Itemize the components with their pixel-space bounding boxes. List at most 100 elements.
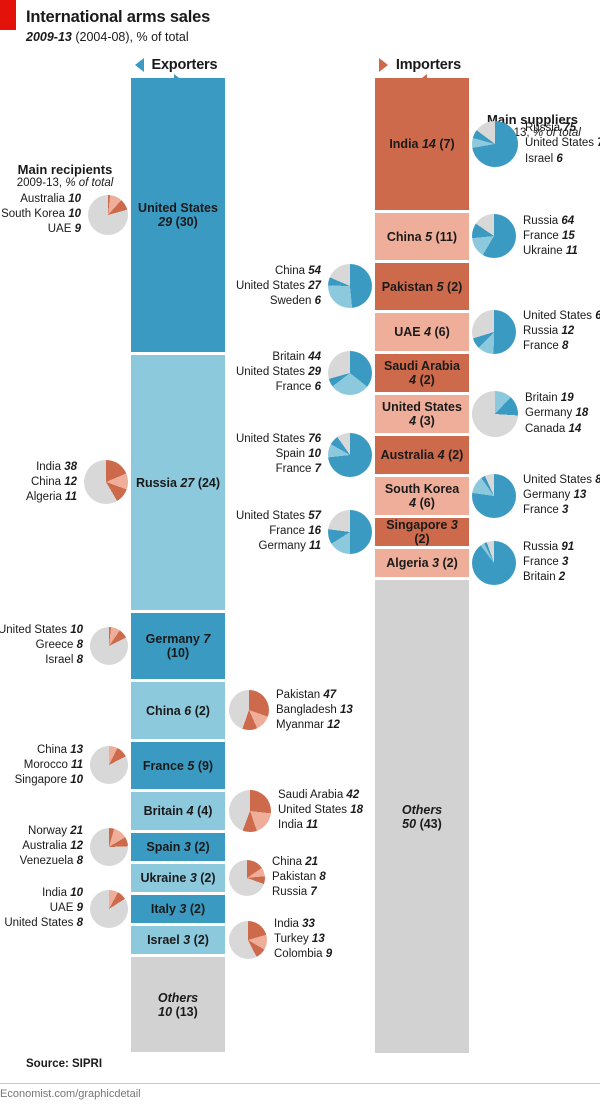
pie-chart: [472, 309, 516, 354]
bar-segment-label: Israel 3 (2): [147, 933, 209, 947]
pie-chart: [328, 432, 372, 477]
bar-segment-label: United States 29 (30): [138, 201, 218, 229]
bar-segment-united-states[interactable]: United States 29 (30): [131, 78, 225, 352]
pie-chart: [90, 626, 128, 665]
bar-segment-label: China 6 (2): [146, 703, 210, 718]
bar-segment-russia[interactable]: Russia 27 (24): [131, 355, 225, 610]
annotation-right: Saudi Arabia 42 United States 18 India 11: [229, 788, 363, 834]
legend-heading: Main suppliers: [486, 112, 579, 127]
annotation-entries: Norway 21 Australia 12 Venezuela 8: [19, 825, 83, 868]
pie-chart: [472, 473, 516, 518]
bar-segment-china[interactable]: China 5 (11): [375, 213, 469, 260]
annotation-entries: United States 57 France 16 Germany 11: [235, 510, 321, 553]
pie-chart: [229, 920, 267, 959]
bar-segment-label: Spain 3 (2): [146, 840, 210, 854]
annotation-right: Pakistan 47 Bangladesh 13 Myanmar 12: [229, 688, 353, 734]
annotation-left: Britain 44 United States 29 France 6: [236, 350, 372, 396]
bar-segment-label: Pakistan 5 (2): [381, 279, 463, 294]
pie-chart: [88, 194, 128, 235]
annotation-right: Britain 19 Germany 18 Canada 14: [472, 391, 588, 437]
annotation-entries: United States 10 Greece 8 Israel 8: [0, 624, 83, 667]
annotation-entries: Australia 10 South Korea 10 UAE 9: [1, 193, 81, 236]
red-accent-bar: [0, 0, 16, 30]
bar-segment-label: Australia 4 (2): [380, 448, 464, 462]
annotation-left: United States 10 Greece 8 Israel 8: [0, 623, 128, 669]
legend-heading: Main recipients: [17, 162, 113, 177]
annotation-entries: China 13 Morocco 11 Singapore 10: [14, 743, 83, 786]
annotation-left: Australia 10 South Korea 10 UAE 9: [1, 192, 128, 238]
pie-chart: [328, 264, 372, 309]
pie-chart: [229, 789, 271, 832]
pie-chart: [328, 509, 372, 554]
importers-stacked-bar: India 14 (7) China 5 (11) Pakistan 5 (2) UA…: [375, 78, 469, 1056]
bar-segment-israel[interactable]: Israel 3 (2): [131, 926, 225, 954]
footer-divider: [0, 1083, 600, 1084]
bar-segment-uae[interactable]: UAE 4 (6): [375, 313, 469, 351]
annotation-entries: China 21 Pakistan 8 Russia 7: [272, 856, 326, 899]
bar-segment-india[interactable]: India 14 (7): [375, 78, 469, 210]
bar-segment-singapore[interactable]: Singapore 3 (2): [375, 518, 469, 546]
bar-segment-label: South Korea 4 (6): [384, 482, 460, 510]
bar-segment-label: Others 50 (43): [401, 802, 443, 831]
annotation-left: China 13 Morocco 11 Singapore 10: [15, 743, 128, 789]
bar-segment-united-states[interactable]: United States 4 (3): [375, 395, 469, 433]
bar-segment-china[interactable]: China 6 (2): [131, 682, 225, 739]
importers-label: Importers: [395, 57, 461, 73]
legend-sub-years: 2009-13,: [16, 177, 66, 189]
pie-chart: [90, 746, 128, 785]
bar-segment-saudi-arabia[interactable]: Saudi Arabia 4 (2): [375, 354, 469, 392]
legend-main-recipients: Main recipients 2009-13, % of total: [5, 162, 125, 189]
bar-segment-france[interactable]: France 5 (9): [131, 742, 225, 789]
pie-chart: [229, 690, 269, 731]
annotation-entries: Saudi Arabia 42 United States 18 India 11: [278, 789, 364, 832]
bar-segment-others[interactable]: Others 10 (13): [131, 957, 225, 1052]
bar-segment-ukraine[interactable]: Ukraine 3 (2): [131, 864, 225, 892]
pie-chart: [90, 827, 128, 866]
exporters-label: Exporters: [151, 57, 218, 73]
bar-segment-label: Russia 27 (24): [135, 475, 221, 490]
page-subtitle: 2009-13 (2004-08), % of total: [26, 30, 189, 44]
bar-segment-others[interactable]: Others 50 (43): [375, 580, 469, 1053]
bar-segment-pakistan[interactable]: Pakistan 5 (2): [375, 263, 469, 310]
bar-segment-label: United States 4 (3): [382, 400, 462, 428]
annotation-entries: China 54 United States 27 Sweden 6: [235, 264, 321, 307]
annotation-entries: Russia 64 France 15 Ukraine 11: [523, 214, 578, 257]
source-note: Source: SIPRI: [26, 1058, 103, 1070]
subtitle-rest: (2004-08), % of total: [71, 30, 189, 44]
triangle-right-icon: [379, 58, 389, 73]
footer-credit: Economist.com/graphicdetail: [0, 1088, 141, 1100]
annotation-entries: India 38 China 12 Algeria 11: [26, 460, 77, 503]
bar-segment-britain[interactable]: Britain 4 (4): [131, 792, 225, 830]
annotation-entries: United States 76 Spain 10 France 7: [235, 433, 321, 476]
legend-sub-unit: % of total: [532, 127, 581, 139]
bar-segment-label: China 5 (11): [386, 229, 458, 244]
annotation-right: China 21 Pakistan 8 Russia 7: [229, 855, 326, 901]
pie-chart: [90, 889, 128, 928]
bar-segment-italy[interactable]: Italy 3 (2): [131, 895, 225, 923]
pie-chart: [84, 460, 128, 505]
bar-segment-germany[interactable]: Germany 7 (10): [131, 613, 225, 679]
bar-segment-label: Italy 3 (2): [150, 902, 206, 916]
pie-chart: [472, 540, 516, 585]
pie-chart: [472, 391, 518, 437]
bar-segment-algeria[interactable]: Algeria 3 (2): [375, 549, 469, 577]
bar-segment-australia[interactable]: Australia 4 (2): [375, 436, 469, 474]
bar-segment-label: France 5 (9): [142, 758, 214, 773]
bar-segment-south-korea[interactable]: South Korea 4 (6): [375, 477, 469, 515]
bar-segment-label: Others 10 (13): [157, 990, 199, 1019]
legend-sub-unit: % of total: [65, 177, 114, 189]
bar-segment-spain[interactable]: Spain 3 (2): [131, 833, 225, 861]
bar-segment-label: Ukraine 3 (2): [140, 871, 216, 885]
annotation-left: Norway 21 Australia 12 Venezuela 8: [20, 824, 128, 870]
annotation-left: United States 76 Spain 10 France 7: [236, 432, 372, 478]
legend-sub: 2009-13, % of total: [5, 177, 125, 189]
annotation-right: Russia 64 France 15 Ukraine 11: [472, 214, 578, 260]
page-title: International arms sales: [26, 8, 211, 26]
subtitle-period: 2009-13: [26, 30, 72, 44]
annotation-left: India 38 China 12 Algeria 11: [26, 460, 128, 506]
